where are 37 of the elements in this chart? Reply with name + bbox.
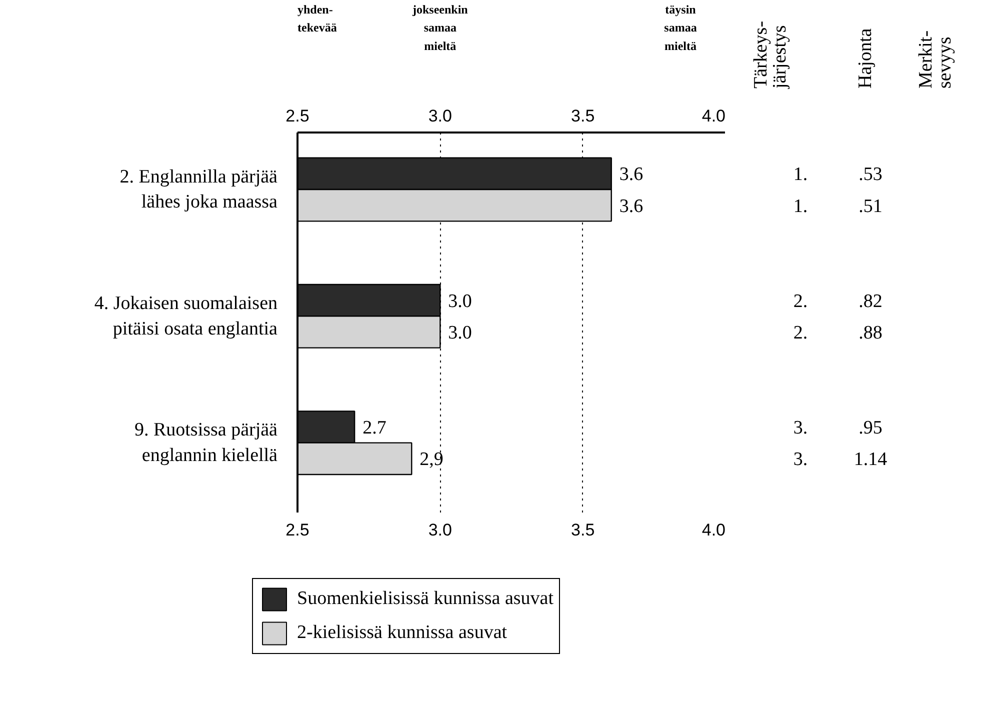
- text: 3.: [793, 449, 808, 470]
- y-tick-label: 4. Jokaisen suomalaisen pitäisi osata englantia: [94, 293, 278, 340]
- text: 1.: [793, 196, 808, 217]
- text: 2.: [793, 290, 808, 312]
- text: .53: [858, 164, 882, 186]
- text: Merkit- sevyys: [916, 30, 956, 88]
- x2-tick-label: 2.5: [286, 520, 310, 540]
- text: 1.: [793, 164, 808, 186]
- x2-tick-label: 4.0: [702, 520, 726, 540]
- data-label: 2,9: [420, 449, 444, 470]
- data-label: 3.6: [619, 196, 644, 217]
- x-tick-label: 4.0: [702, 106, 726, 126]
- text: .88: [858, 322, 882, 344]
- y-tick-label: 9. Ruotsissa pärjää englannin kielellä: [134, 420, 278, 466]
- text: 1.14: [854, 449, 888, 470]
- text: Tärkeys- järjestys: [750, 20, 790, 90]
- x2-tick-label: 3.0: [428, 520, 452, 540]
- x2-tick-label: 3.5: [571, 520, 595, 540]
- text: .82: [858, 290, 882, 312]
- data-label: 3.6: [619, 164, 644, 186]
- text: Hajonta: [855, 28, 876, 88]
- text: täysin samaa mieltä: [664, 2, 697, 53]
- data-label: 3.0: [448, 322, 472, 344]
- data-label: 2.7: [362, 418, 386, 438]
- text: .51: [858, 196, 882, 217]
- text: 2.: [793, 322, 808, 344]
- text: 3.: [793, 418, 808, 438]
- x-tick-label: 3.0: [428, 106, 452, 126]
- text: yhden- tekevää: [298, 2, 337, 35]
- x-tick-label: 3.5: [571, 106, 595, 126]
- legend-label: Suomenkielisissä kunnissa asuvat: [297, 588, 554, 610]
- y-tick-label: 2. Englannilla pärjää lähes joka maassa: [120, 166, 278, 213]
- text: jokseenkin samaa mieltä: [411, 2, 468, 53]
- x-tick-label: 2.5: [286, 106, 310, 126]
- legend-label: 2-kielisissä kunnissa asuvat: [297, 622, 508, 644]
- data-label: 3.0: [448, 290, 472, 312]
- text: .95: [858, 418, 882, 438]
